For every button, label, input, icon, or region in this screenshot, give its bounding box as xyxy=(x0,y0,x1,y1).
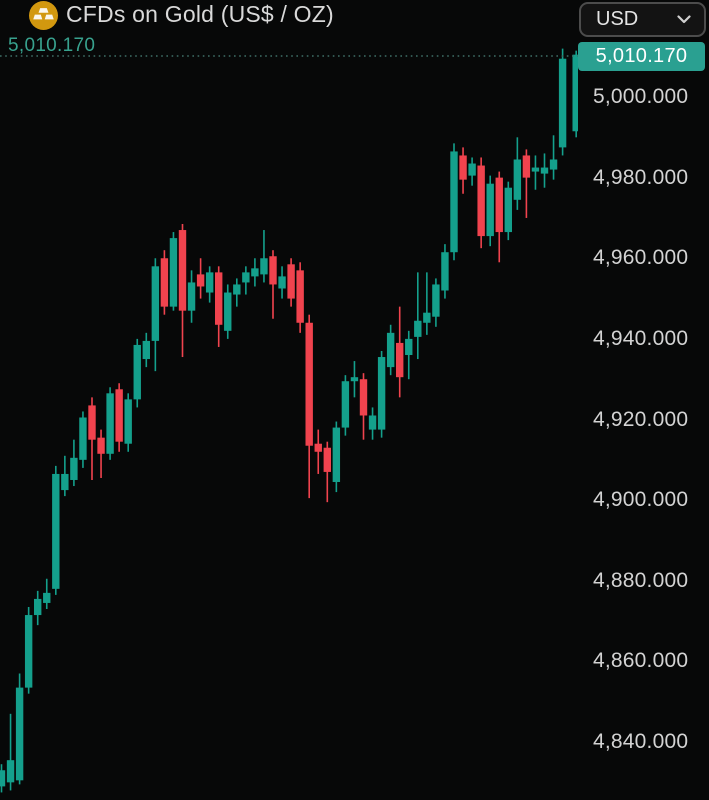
candle-down xyxy=(269,250,277,319)
price-axis-label: 4,980.000 xyxy=(593,165,689,189)
price-axis-label: 4,840.000 xyxy=(593,730,689,754)
candle-up xyxy=(368,407,377,440)
candle-up xyxy=(414,272,422,360)
candle-down xyxy=(323,441,331,503)
candle-up xyxy=(169,232,178,311)
candle-up xyxy=(468,157,476,186)
symbol-title: CFDs on Gold (US$ / OZ) xyxy=(66,1,334,27)
current-price-label: 5,010.170 xyxy=(8,34,96,56)
candle-up xyxy=(205,266,214,303)
candle-up xyxy=(377,350,386,438)
candle-up xyxy=(513,137,522,210)
candle-up xyxy=(341,375,350,436)
candle-up xyxy=(79,411,87,468)
header: CFDs on Gold (US$ / OZ) USD xyxy=(0,0,709,40)
candle-down xyxy=(88,397,96,480)
candle-up xyxy=(572,50,578,138)
candle-up xyxy=(486,175,494,247)
candle-up xyxy=(278,266,286,299)
candle-up xyxy=(187,270,196,323)
candle-down xyxy=(115,383,123,452)
candle-up xyxy=(386,324,395,376)
chevron-down-icon xyxy=(677,15,691,24)
chart-canvas[interactable] xyxy=(0,0,578,800)
candle-down xyxy=(314,429,322,474)
price-axis-label: 5,000.000 xyxy=(593,85,689,108)
candle-down xyxy=(160,250,169,315)
candle-down xyxy=(477,157,485,249)
candle-up xyxy=(504,181,512,241)
price-axis-label: 4,920.000 xyxy=(593,407,689,431)
price-axis[interactable]: 5,010.170 5,000.000 4,980.000 4,960.000 4,9… xyxy=(578,0,709,800)
candle-up xyxy=(106,387,114,460)
candle-up xyxy=(52,465,60,595)
candle-up xyxy=(151,258,160,372)
candle-down xyxy=(296,262,304,333)
candle-up xyxy=(432,278,440,327)
candle-up xyxy=(70,439,78,487)
price-axis-label: 4,860.000 xyxy=(593,649,689,673)
candlestick-chart[interactable]: 5,010.170 xyxy=(0,0,578,800)
candle-down xyxy=(396,306,404,398)
price-axis-label: 4,900.000 xyxy=(593,488,689,512)
candle-down xyxy=(305,314,313,499)
candle-up xyxy=(260,230,268,283)
candle-up xyxy=(233,278,241,307)
candle-down xyxy=(215,266,223,347)
candle-down xyxy=(359,373,368,440)
candle-down xyxy=(495,171,503,263)
candle-up xyxy=(423,272,431,335)
candle-up xyxy=(350,361,359,398)
candle-up xyxy=(43,578,51,609)
candle-down xyxy=(459,147,467,194)
candle-up xyxy=(549,135,558,180)
candle-down xyxy=(522,149,531,218)
gold-bars-icon xyxy=(29,1,58,30)
candle-up xyxy=(6,713,15,791)
candle-up xyxy=(15,673,24,785)
candle-up xyxy=(540,153,549,188)
candle-up xyxy=(405,330,413,380)
candle-up xyxy=(133,338,141,408)
candle-up xyxy=(332,421,341,493)
current-price-badge: 5,010.170 xyxy=(578,41,705,71)
price-axis-label: 4,880.000 xyxy=(593,568,689,592)
candle-down xyxy=(97,429,105,478)
candle-up xyxy=(558,48,567,156)
candle-up xyxy=(0,764,6,793)
candle-up xyxy=(531,155,540,190)
candle-up xyxy=(450,143,458,261)
candle-up xyxy=(224,284,232,339)
candle-up xyxy=(441,244,449,299)
candle-down xyxy=(196,258,205,299)
candle-up xyxy=(142,332,150,368)
candle-up xyxy=(242,266,250,295)
candle-up xyxy=(124,393,132,452)
candle-up xyxy=(61,455,69,497)
candle-up xyxy=(34,590,42,626)
currency-selector[interactable]: USD xyxy=(579,2,706,37)
currency-value: USD xyxy=(596,8,639,30)
candle-down xyxy=(287,258,295,307)
candle-up xyxy=(24,606,33,694)
candle-up xyxy=(251,258,259,287)
candle-down xyxy=(178,223,187,358)
price-axis-label: 4,960.000 xyxy=(593,246,689,270)
price-axis-label: 4,940.000 xyxy=(593,326,689,350)
